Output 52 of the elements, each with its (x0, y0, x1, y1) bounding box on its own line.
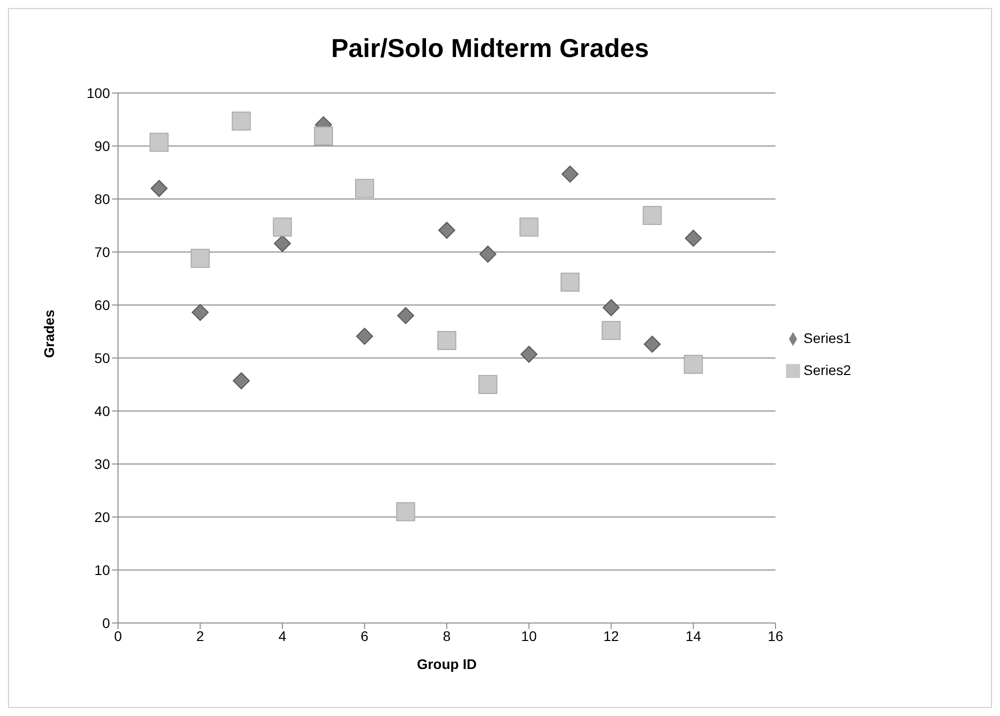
point (397, 307, 414, 324)
point (642, 206, 662, 225)
x-axis-title: Group ID (416, 656, 477, 672)
point (356, 328, 374, 345)
y-axis-title: Grades (40, 310, 57, 358)
point (355, 178, 374, 198)
y-tick-label: 90 (94, 138, 110, 154)
point (520, 346, 538, 363)
point (232, 372, 250, 390)
point (438, 222, 456, 239)
point (684, 354, 703, 374)
chart-title: Pair/Solo Midterm Grades (330, 33, 650, 64)
y-tick-label: 40 (94, 402, 110, 419)
point (150, 132, 169, 152)
x-tick-label: 14 (686, 628, 702, 644)
x-tick-label: 12 (603, 628, 620, 644)
y-tick-label: 80 (94, 190, 110, 207)
x-tick-label: 0 (114, 628, 122, 644)
x-tick-label: 16 (768, 628, 784, 644)
point (232, 112, 251, 131)
x-tick-label: 4 (278, 628, 286, 644)
point (644, 336, 661, 353)
point (314, 126, 333, 146)
legend-label: Series2 (804, 362, 851, 378)
x-tick-label: 2 (196, 628, 204, 644)
point (684, 230, 702, 247)
point (602, 299, 620, 316)
y-tick-label: 30 (94, 456, 110, 472)
y-tick-label: 10 (94, 562, 110, 578)
y-tick-label: 0 (102, 614, 110, 631)
point (150, 180, 168, 197)
point (478, 375, 498, 394)
point (562, 166, 579, 183)
point (602, 320, 621, 340)
point (437, 331, 456, 350)
y-tick-label: 50 (94, 350, 110, 366)
point (272, 218, 292, 237)
y-tick-label: 70 (94, 244, 110, 260)
x-tick-label: 8 (442, 628, 451, 644)
point (396, 502, 416, 522)
x-tick-label: 10 (521, 628, 537, 644)
y-tick-label: 20 (94, 508, 110, 525)
point (190, 248, 210, 268)
y-tick-label: 60 (94, 296, 110, 313)
x-tick-label: 6 (360, 628, 369, 644)
point (192, 304, 209, 321)
point (519, 218, 538, 237)
point (274, 235, 291, 252)
point (560, 272, 580, 292)
y-tick-label: 100 (86, 84, 110, 101)
legend-label: Series1 (804, 330, 851, 346)
point (479, 246, 496, 263)
